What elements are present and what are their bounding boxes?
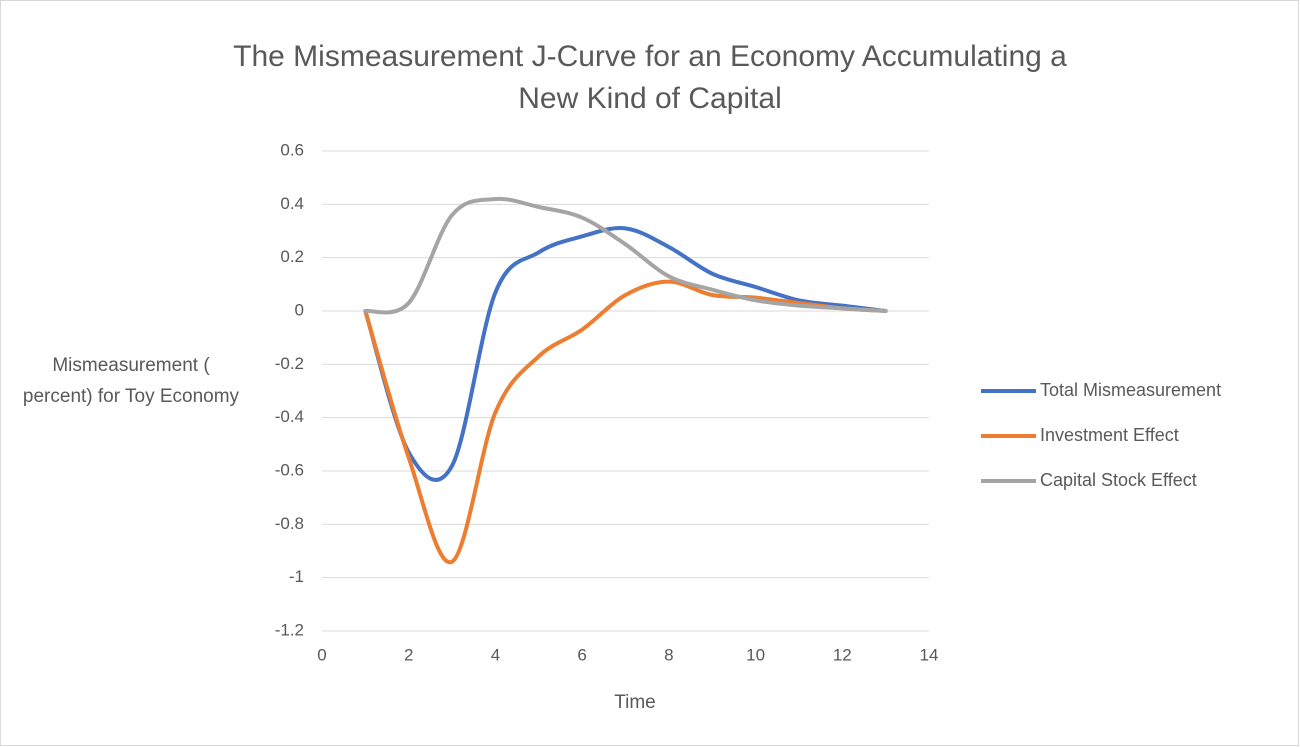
y-tick-label: -0.8 bbox=[275, 514, 304, 533]
series-line bbox=[363, 226, 888, 482]
x-tick-label: 8 bbox=[664, 645, 673, 664]
x-tick-label: 14 bbox=[920, 645, 939, 664]
y-tick-label: 0.2 bbox=[280, 247, 304, 266]
x-tick-label: 12 bbox=[833, 645, 852, 664]
y-tick-label: 0.4 bbox=[280, 194, 304, 213]
legend-label: Capital Stock Effect bbox=[1040, 470, 1197, 490]
y-tick-label: -0.6 bbox=[275, 460, 304, 479]
y-tick-label: -1 bbox=[289, 567, 304, 586]
x-tick-label: 4 bbox=[491, 645, 500, 664]
legend-label: Investment Effect bbox=[1040, 425, 1179, 445]
y-tick-label: -1.2 bbox=[275, 620, 304, 639]
x-tick-label: 0 bbox=[317, 645, 326, 664]
y-tick-label: 0 bbox=[295, 300, 304, 319]
legend-label: Total Mismeasurement bbox=[1040, 380, 1222, 400]
y-tick-label: 0.6 bbox=[280, 140, 304, 159]
y-tick-label: -0.2 bbox=[275, 354, 304, 373]
x-tick-label: 10 bbox=[746, 645, 765, 664]
y-tick-label: -0.4 bbox=[275, 407, 304, 426]
series-line bbox=[363, 279, 888, 565]
chart-title: The Mismeasurement J-Curve for an Econom… bbox=[233, 40, 1067, 115]
x-tick-label: 6 bbox=[577, 645, 586, 664]
y-axis-label: Mismeasurement ( percent) for Toy Econom… bbox=[22, 355, 240, 407]
x-tick-label: 2 bbox=[404, 645, 413, 664]
series-line bbox=[363, 196, 888, 315]
x-axis-label: Time bbox=[614, 692, 656, 713]
